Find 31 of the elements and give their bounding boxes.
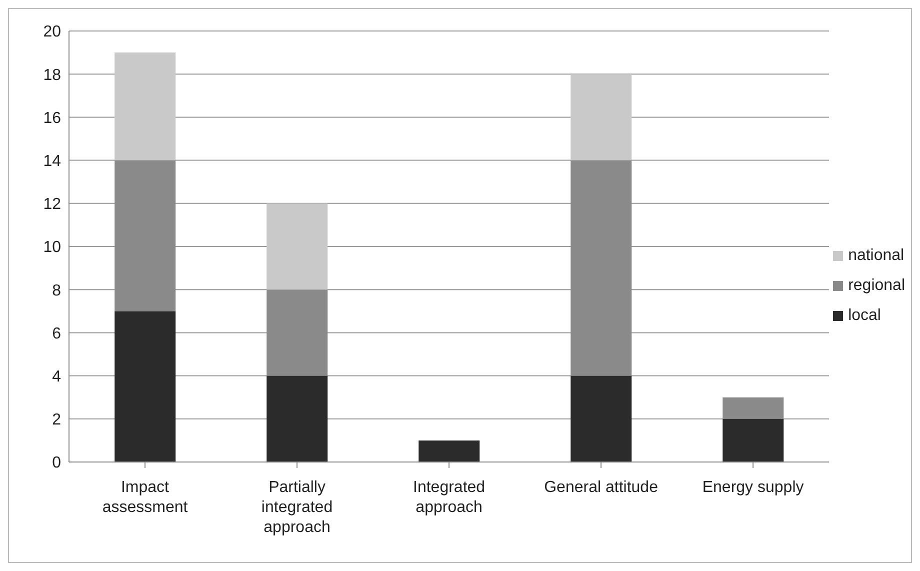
bar [114, 311, 176, 462]
legend-label: national [848, 246, 904, 264]
bar [114, 52, 176, 160]
y-tick-label: 0 [52, 454, 62, 472]
x-tick-label: Integrated approach [413, 479, 486, 516]
y-tick-label: 16 [43, 110, 62, 127]
bar [722, 418, 784, 462]
y-tick-label: 4 [52, 368, 62, 386]
y-tick-label: 6 [52, 325, 62, 342]
x-tick-label: General attitude [544, 479, 658, 496]
y-tick-label: 20 [43, 24, 62, 41]
x-tick-label: Partially integrated approach [261, 479, 333, 536]
bar [570, 376, 632, 462]
y-tick-label: 8 [52, 282, 62, 300]
bar [570, 74, 632, 160]
y-tick-label: 14 [43, 152, 62, 170]
legend-label: local [848, 306, 881, 324]
bar [266, 290, 328, 376]
y-tick-label: 12 [43, 196, 62, 214]
x-tick-label: Impact assessment [102, 479, 188, 516]
x-tick-label: Energy supply [702, 479, 804, 496]
y-tick-label: 2 [52, 412, 62, 429]
bar [266, 376, 328, 462]
bar [114, 160, 176, 312]
bar [266, 203, 328, 290]
y-tick-label: 10 [43, 239, 62, 256]
y-tick-label: 18 [43, 66, 62, 84]
bar [418, 440, 480, 462]
legend-label: regional [848, 276, 905, 294]
bar [722, 397, 784, 419]
bar [570, 160, 632, 376]
